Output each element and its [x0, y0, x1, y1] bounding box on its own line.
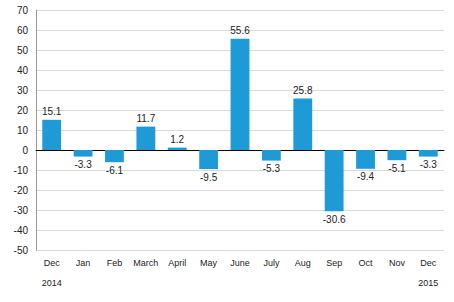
svg-text:-40: -40 — [14, 225, 29, 236]
svg-text:-9.4: -9.4 — [357, 171, 375, 182]
svg-text:30: 30 — [17, 85, 29, 96]
svg-text:-3.3: -3.3 — [74, 159, 92, 170]
svg-text:Sep: Sep — [326, 258, 342, 268]
svg-text:-30.6: -30.6 — [323, 214, 346, 225]
svg-text:July: July — [263, 258, 280, 268]
svg-text:Nov: Nov — [389, 258, 406, 268]
svg-text:0: 0 — [22, 145, 28, 156]
svg-text:-9.5: -9.5 — [200, 172, 218, 183]
svg-text:2014: 2014 — [42, 278, 62, 288]
svg-text:1.2: 1.2 — [170, 134, 184, 145]
svg-text:-50: -50 — [14, 245, 29, 256]
svg-text:Dec: Dec — [44, 258, 61, 268]
svg-text:50: 50 — [17, 45, 29, 56]
svg-text:Feb: Feb — [107, 258, 123, 268]
svg-text:15.1: 15.1 — [42, 106, 62, 117]
svg-text:-6.1: -6.1 — [106, 165, 124, 176]
svg-text:-10: -10 — [14, 165, 29, 176]
svg-text:Oct: Oct — [359, 258, 374, 268]
svg-text:-5.1: -5.1 — [388, 163, 406, 174]
svg-text:May: May — [200, 258, 218, 268]
svg-text:20: 20 — [17, 105, 29, 116]
svg-text:March: March — [133, 258, 158, 268]
svg-text:25.8: 25.8 — [293, 85, 313, 96]
svg-text:40: 40 — [17, 65, 29, 76]
svg-text:11.7: 11.7 — [136, 113, 155, 124]
svg-text:55.6: 55.6 — [230, 25, 250, 36]
svg-text:-30: -30 — [14, 205, 29, 216]
svg-text:70: 70 — [17, 5, 29, 16]
svg-text:-3.3: -3.3 — [420, 159, 438, 170]
svg-text:10: 10 — [17, 125, 29, 136]
svg-text:60: 60 — [17, 25, 29, 36]
svg-text:Dec: Dec — [420, 258, 437, 268]
svg-text:-20: -20 — [14, 185, 29, 196]
svg-text:-5.3: -5.3 — [263, 163, 281, 174]
svg-text:June: June — [230, 258, 250, 268]
svg-text:April: April — [168, 258, 186, 268]
svg-text:Jan: Jan — [76, 258, 91, 268]
svg-text:Aug: Aug — [295, 258, 311, 268]
svg-text:2015: 2015 — [418, 278, 438, 288]
